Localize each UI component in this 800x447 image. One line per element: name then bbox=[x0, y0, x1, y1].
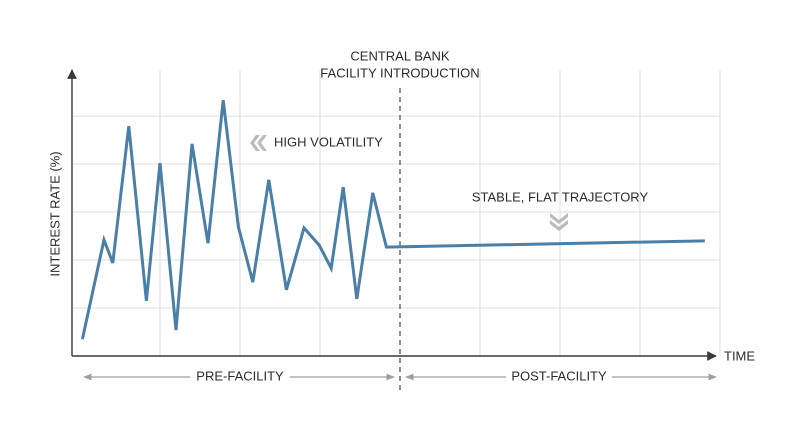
annotation: STABLE, FLAT TRAJECTORY bbox=[472, 189, 649, 204]
event-label: CENTRAL BANK bbox=[350, 48, 450, 63]
chevron-left bbox=[250, 135, 267, 151]
annotation: HIGH VOLATILITY bbox=[274, 134, 383, 149]
y-axis-label: INTEREST RATE (%) bbox=[47, 151, 62, 276]
grid bbox=[72, 70, 721, 356]
region-label: POST-FACILITY bbox=[511, 368, 607, 383]
x-axis-label: TIME bbox=[724, 348, 755, 363]
region-label: PRE-FACILITY bbox=[196, 368, 284, 383]
event-label: FACILITY INTRODUCTION bbox=[320, 65, 479, 80]
chevron-down bbox=[550, 213, 568, 231]
data-line bbox=[80, 100, 705, 340]
